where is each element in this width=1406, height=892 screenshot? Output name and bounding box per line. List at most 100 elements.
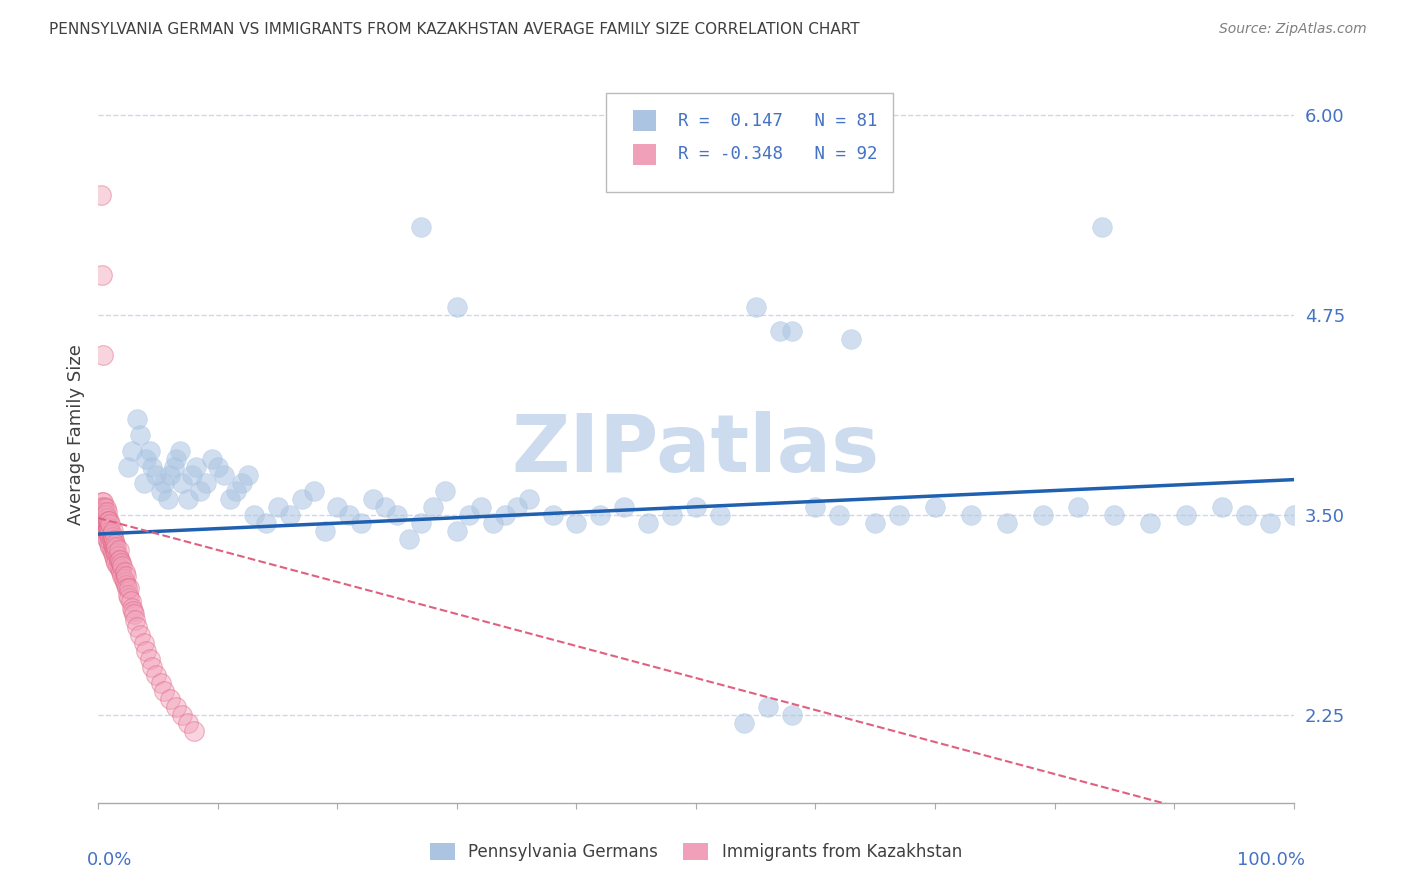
Point — [1282, 508, 1305, 522]
Point — [103, 549, 125, 564]
Point — [124, 614, 146, 628]
Point — [125, 620, 148, 634]
Point — [90, 508, 112, 522]
Point — [135, 644, 157, 658]
Point — [219, 491, 242, 506]
Point — [165, 451, 187, 466]
Point — [91, 268, 114, 282]
Point — [91, 514, 114, 528]
Point — [149, 675, 172, 690]
Point — [183, 723, 205, 738]
Point — [411, 219, 433, 234]
Point — [104, 536, 127, 550]
Point — [91, 348, 114, 362]
Point — [100, 527, 122, 541]
Point — [1091, 219, 1114, 234]
Point — [149, 483, 172, 498]
Point — [96, 524, 118, 538]
Point — [589, 508, 612, 522]
Point — [145, 668, 167, 682]
Point — [661, 508, 683, 522]
Point — [132, 636, 155, 650]
Point — [434, 483, 457, 498]
Point — [112, 572, 135, 586]
Point — [254, 516, 277, 530]
Text: R = -0.348   N = 92: R = -0.348 N = 92 — [678, 145, 877, 163]
Point — [153, 683, 176, 698]
Point — [108, 562, 131, 576]
Point — [93, 500, 115, 514]
Point — [315, 524, 337, 538]
Point — [90, 516, 112, 530]
Point — [96, 516, 118, 530]
Point — [865, 516, 887, 530]
Point — [98, 536, 121, 550]
Point — [141, 660, 163, 674]
Point — [236, 467, 259, 482]
Point — [225, 483, 247, 498]
Point — [1258, 516, 1281, 530]
Point — [159, 691, 181, 706]
Point — [828, 508, 851, 522]
Point — [924, 500, 946, 514]
Point — [613, 500, 636, 514]
Point — [98, 514, 121, 528]
Point — [105, 546, 128, 560]
Point — [385, 508, 409, 522]
Point — [114, 566, 136, 580]
Text: 100.0%: 100.0% — [1237, 851, 1306, 869]
Point — [733, 715, 755, 730]
Point — [103, 540, 125, 554]
Point — [541, 508, 564, 522]
Point — [118, 591, 141, 605]
Point — [94, 521, 117, 535]
Point — [494, 508, 516, 522]
Point — [350, 516, 373, 530]
Point — [139, 443, 162, 458]
Point — [1175, 508, 1198, 522]
Point — [91, 517, 114, 532]
Point — [93, 508, 115, 522]
Point — [122, 604, 145, 618]
Point — [180, 467, 202, 482]
Point — [177, 491, 200, 506]
Point — [107, 559, 129, 574]
Point — [120, 594, 142, 608]
Point — [117, 588, 139, 602]
Point — [129, 628, 152, 642]
Point — [132, 475, 155, 490]
Point — [91, 521, 114, 535]
Point — [267, 500, 290, 514]
Point — [960, 508, 983, 522]
Point — [153, 475, 176, 490]
Point — [278, 508, 301, 522]
Point — [98, 521, 121, 535]
Point — [398, 532, 420, 546]
Point — [93, 516, 115, 530]
Point — [231, 475, 253, 490]
Point — [118, 582, 141, 596]
Point — [103, 533, 125, 548]
Point — [207, 459, 229, 474]
Point — [101, 546, 124, 560]
Point — [107, 543, 129, 558]
Point — [121, 443, 143, 458]
Point — [159, 467, 181, 482]
Point — [124, 607, 146, 621]
Point — [780, 324, 803, 338]
Point — [446, 300, 468, 314]
Text: R =  0.147   N = 81: R = 0.147 N = 81 — [678, 112, 877, 129]
Point — [481, 516, 505, 530]
Point — [97, 521, 120, 535]
Point — [1104, 508, 1126, 522]
Point — [1234, 508, 1257, 522]
Point — [565, 516, 588, 530]
Point — [163, 459, 186, 474]
Point — [517, 491, 540, 506]
Point — [94, 514, 117, 528]
Point — [115, 568, 138, 582]
Point — [195, 475, 218, 490]
Point — [114, 574, 136, 589]
Point — [105, 556, 128, 570]
Point — [470, 500, 492, 514]
